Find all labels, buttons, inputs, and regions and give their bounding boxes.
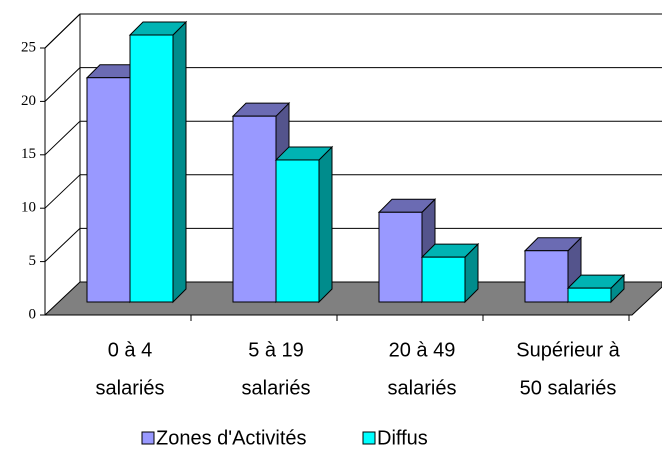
x-tick-label: 5 à 19 <box>248 339 304 361</box>
x-tick-label: salariés <box>242 377 311 399</box>
bar <box>232 115 277 303</box>
x-tick-label: Supérieur à <box>516 339 620 361</box>
x-tick-label: salariés <box>388 377 457 399</box>
y-tick-label: 0 <box>29 306 37 322</box>
grid-line <box>44 174 81 209</box>
bar <box>524 250 569 303</box>
grid-line <box>44 228 81 262</box>
y-tick-label: 15 <box>21 146 36 162</box>
bar-side <box>172 20 187 304</box>
bar <box>86 77 131 303</box>
y-tick-label: 20 <box>21 93 36 109</box>
x-tick-label: 50 salariés <box>520 377 617 399</box>
y-tick-label: 25 <box>21 39 36 55</box>
y-tick-label: 10 <box>21 200 36 216</box>
grid-line <box>44 67 81 102</box>
grid-line <box>44 13 81 49</box>
x-tick-label: 0 à 4 <box>108 339 152 361</box>
legend-label: Zones d'Activités <box>156 427 307 449</box>
bar <box>421 256 466 303</box>
bar <box>378 211 423 303</box>
legend-label: Diffus <box>377 427 428 449</box>
bar-side <box>318 145 333 304</box>
x-tick-label: salariés <box>96 377 165 399</box>
bar <box>129 34 174 303</box>
bar <box>275 159 320 303</box>
x-tick-label: 20 à 49 <box>389 339 456 361</box>
legend-swatch <box>141 431 155 445</box>
grid-line <box>44 120 81 156</box>
floor <box>43 281 662 316</box>
legend-swatch <box>362 431 376 445</box>
bar <box>567 287 612 303</box>
y-tick-label: 5 <box>29 253 37 269</box>
